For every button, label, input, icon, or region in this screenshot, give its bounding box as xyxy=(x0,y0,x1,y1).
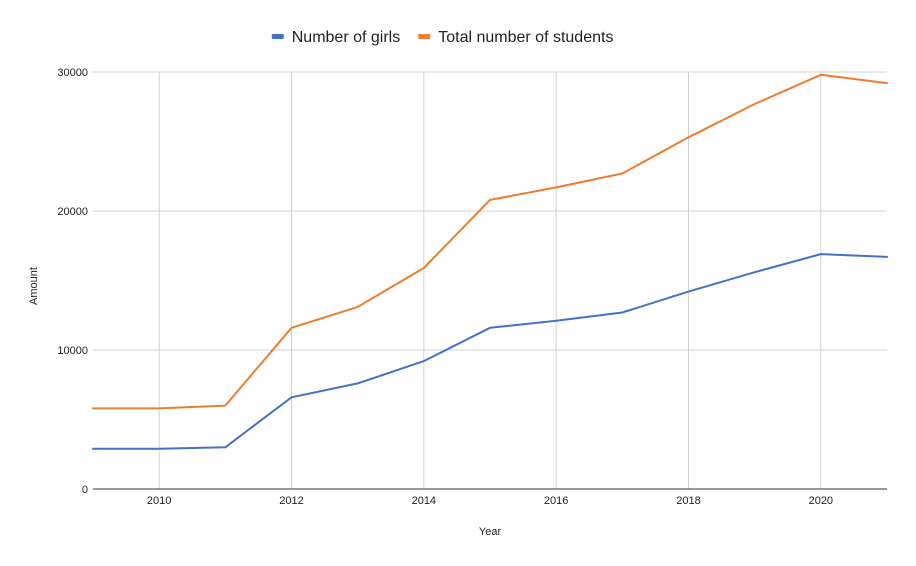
x-tick-labels: 2010 2012 2014 2016 2018 2020 xyxy=(147,495,833,507)
series-line-girls xyxy=(92,253,888,450)
y-tick-label: 0 xyxy=(82,484,88,496)
x-tick-label: 2010 xyxy=(147,495,171,507)
legend-label: Number of girls xyxy=(292,29,400,46)
y-tick-label: 30000 xyxy=(57,67,88,79)
legend: Number of girls Total number of students xyxy=(271,29,613,46)
x-axis-title: Year xyxy=(479,526,502,538)
x-tick-label: 2016 xyxy=(544,495,568,507)
x-tick-label: 2018 xyxy=(676,495,700,507)
y-tick-label: 10000 xyxy=(57,345,88,357)
series-lines xyxy=(92,73,888,450)
x-tick-label: 2012 xyxy=(279,495,303,507)
series-line-total-students xyxy=(92,73,888,410)
y-tick-label: 20000 xyxy=(57,206,88,218)
legend-swatch xyxy=(271,34,284,39)
y-tick-labels: 0 10000 20000 30000 xyxy=(57,67,88,496)
x-tick-label: 2014 xyxy=(412,495,436,507)
grid xyxy=(93,71,887,489)
legend-label: Total number of students xyxy=(438,29,613,46)
x-tick-label: 2020 xyxy=(809,495,833,507)
y-axis-title: Amount xyxy=(28,267,40,305)
legend-swatch xyxy=(418,34,431,39)
